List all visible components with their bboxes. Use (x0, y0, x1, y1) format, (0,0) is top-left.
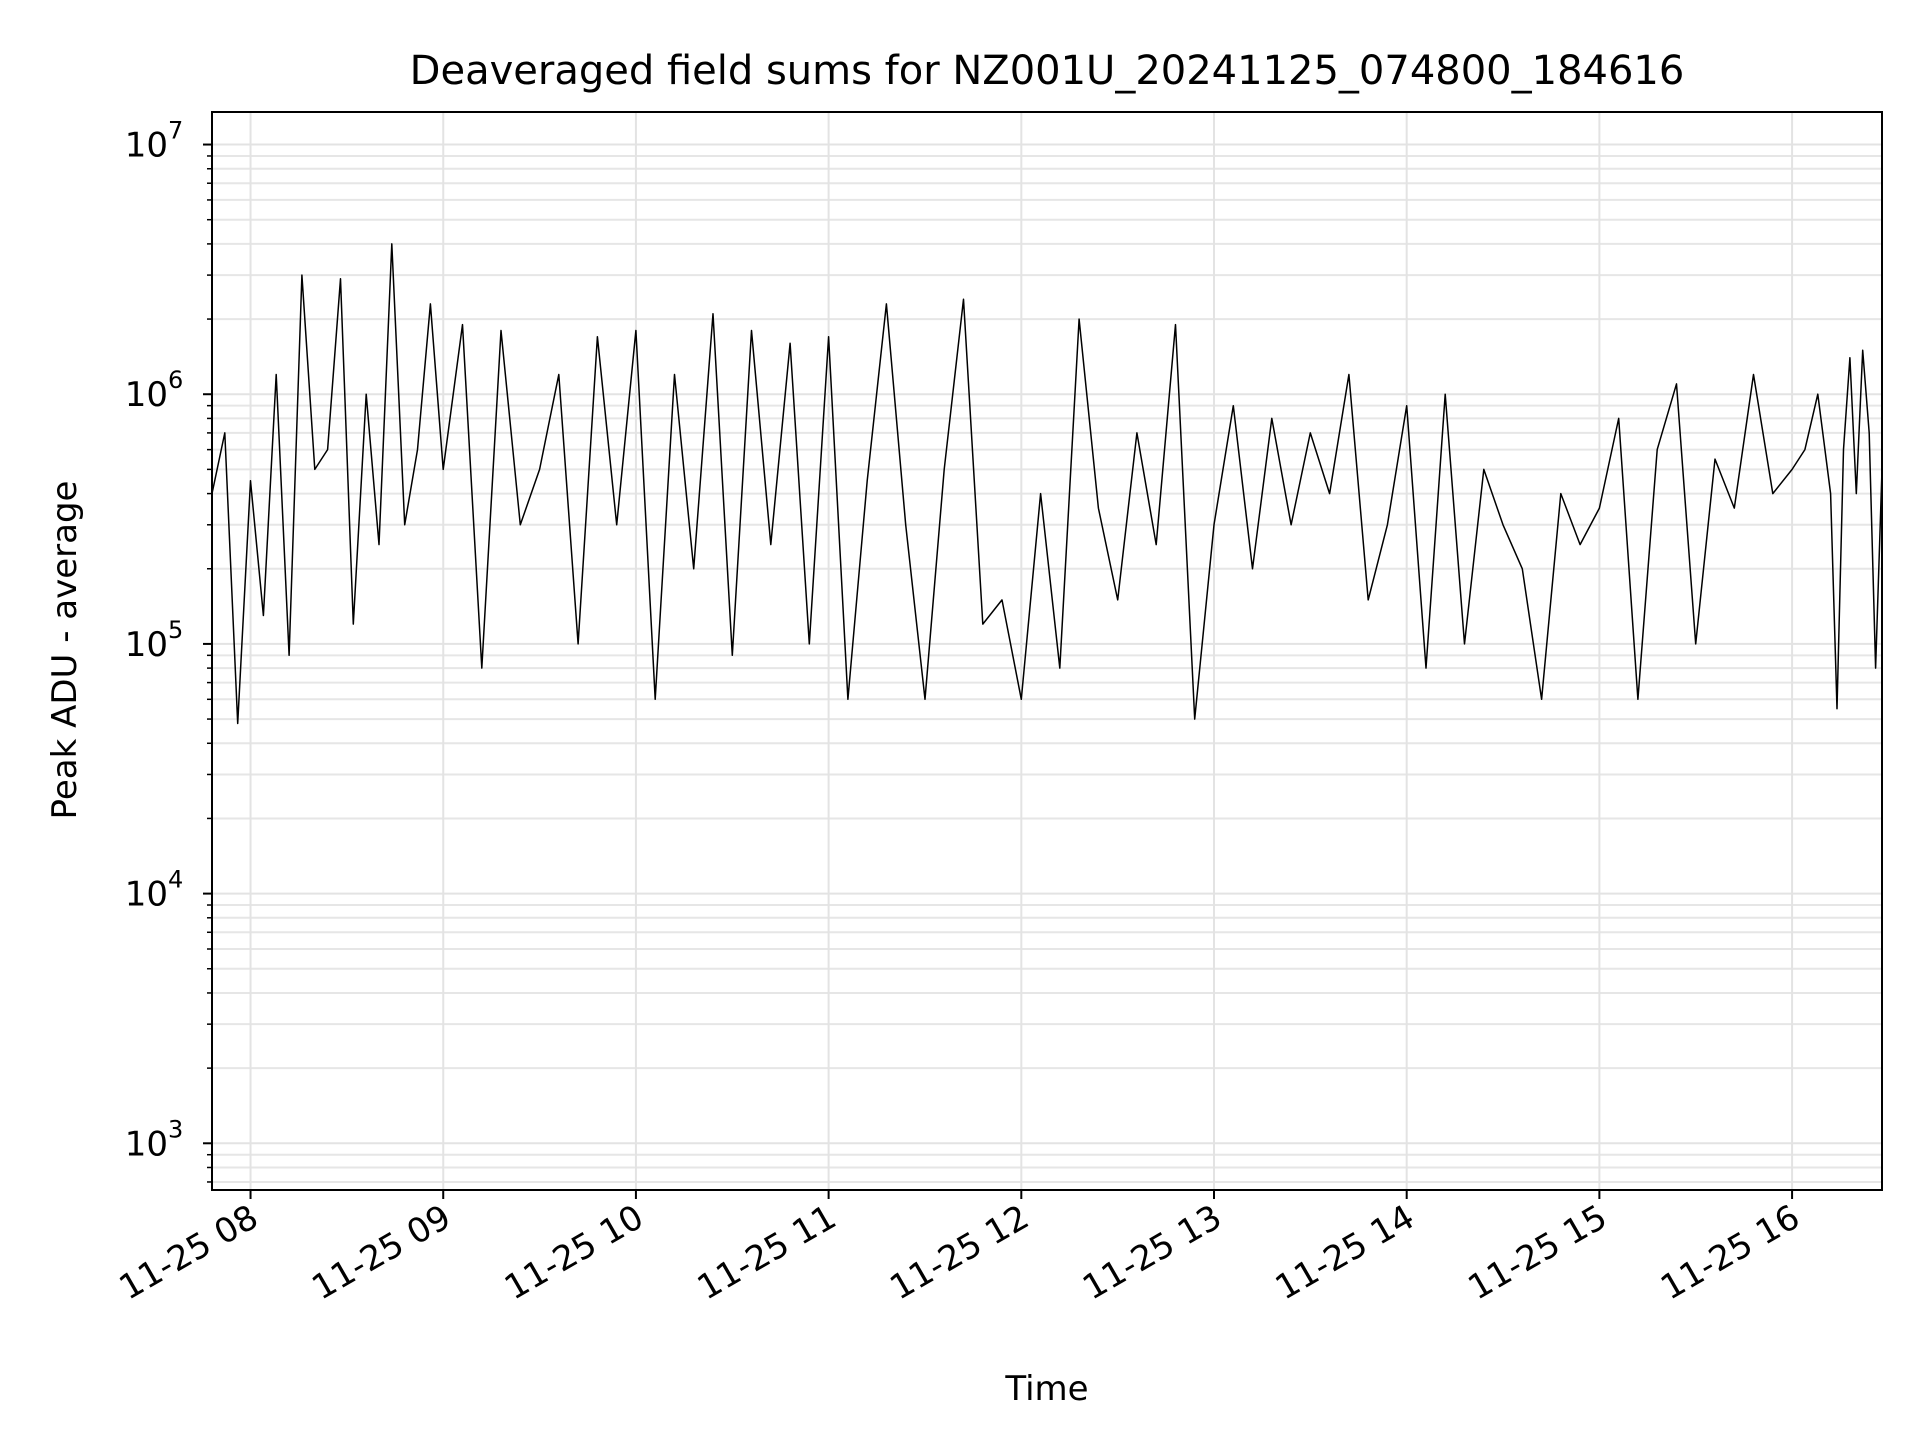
series-line (211, 243, 1883, 725)
y-tick-exponent: 7 (168, 117, 183, 145)
y-axis-label: Peak ADU - average (45, 481, 85, 820)
grid-layer (212, 112, 1882, 1190)
series-layer (211, 243, 1883, 725)
y-tick-exponent: 5 (168, 616, 183, 644)
x-axis-label: Time (1004, 1369, 1088, 1409)
y-tick-label: 10 (125, 875, 168, 915)
chart-title: Deaveraged field sums for NZ001U_2024112… (410, 48, 1685, 94)
y-tick-label: 10 (125, 375, 168, 415)
y-tick-exponent: 4 (168, 866, 183, 894)
y-tick-label: 10 (125, 1124, 168, 1164)
y-tick-exponent: 6 (168, 366, 183, 394)
y-tick-label: 10 (125, 126, 168, 166)
y-tick-exponent: 3 (168, 1115, 183, 1143)
plot-frame (211, 111, 1883, 1191)
y-tick-label: 10 (125, 625, 168, 665)
